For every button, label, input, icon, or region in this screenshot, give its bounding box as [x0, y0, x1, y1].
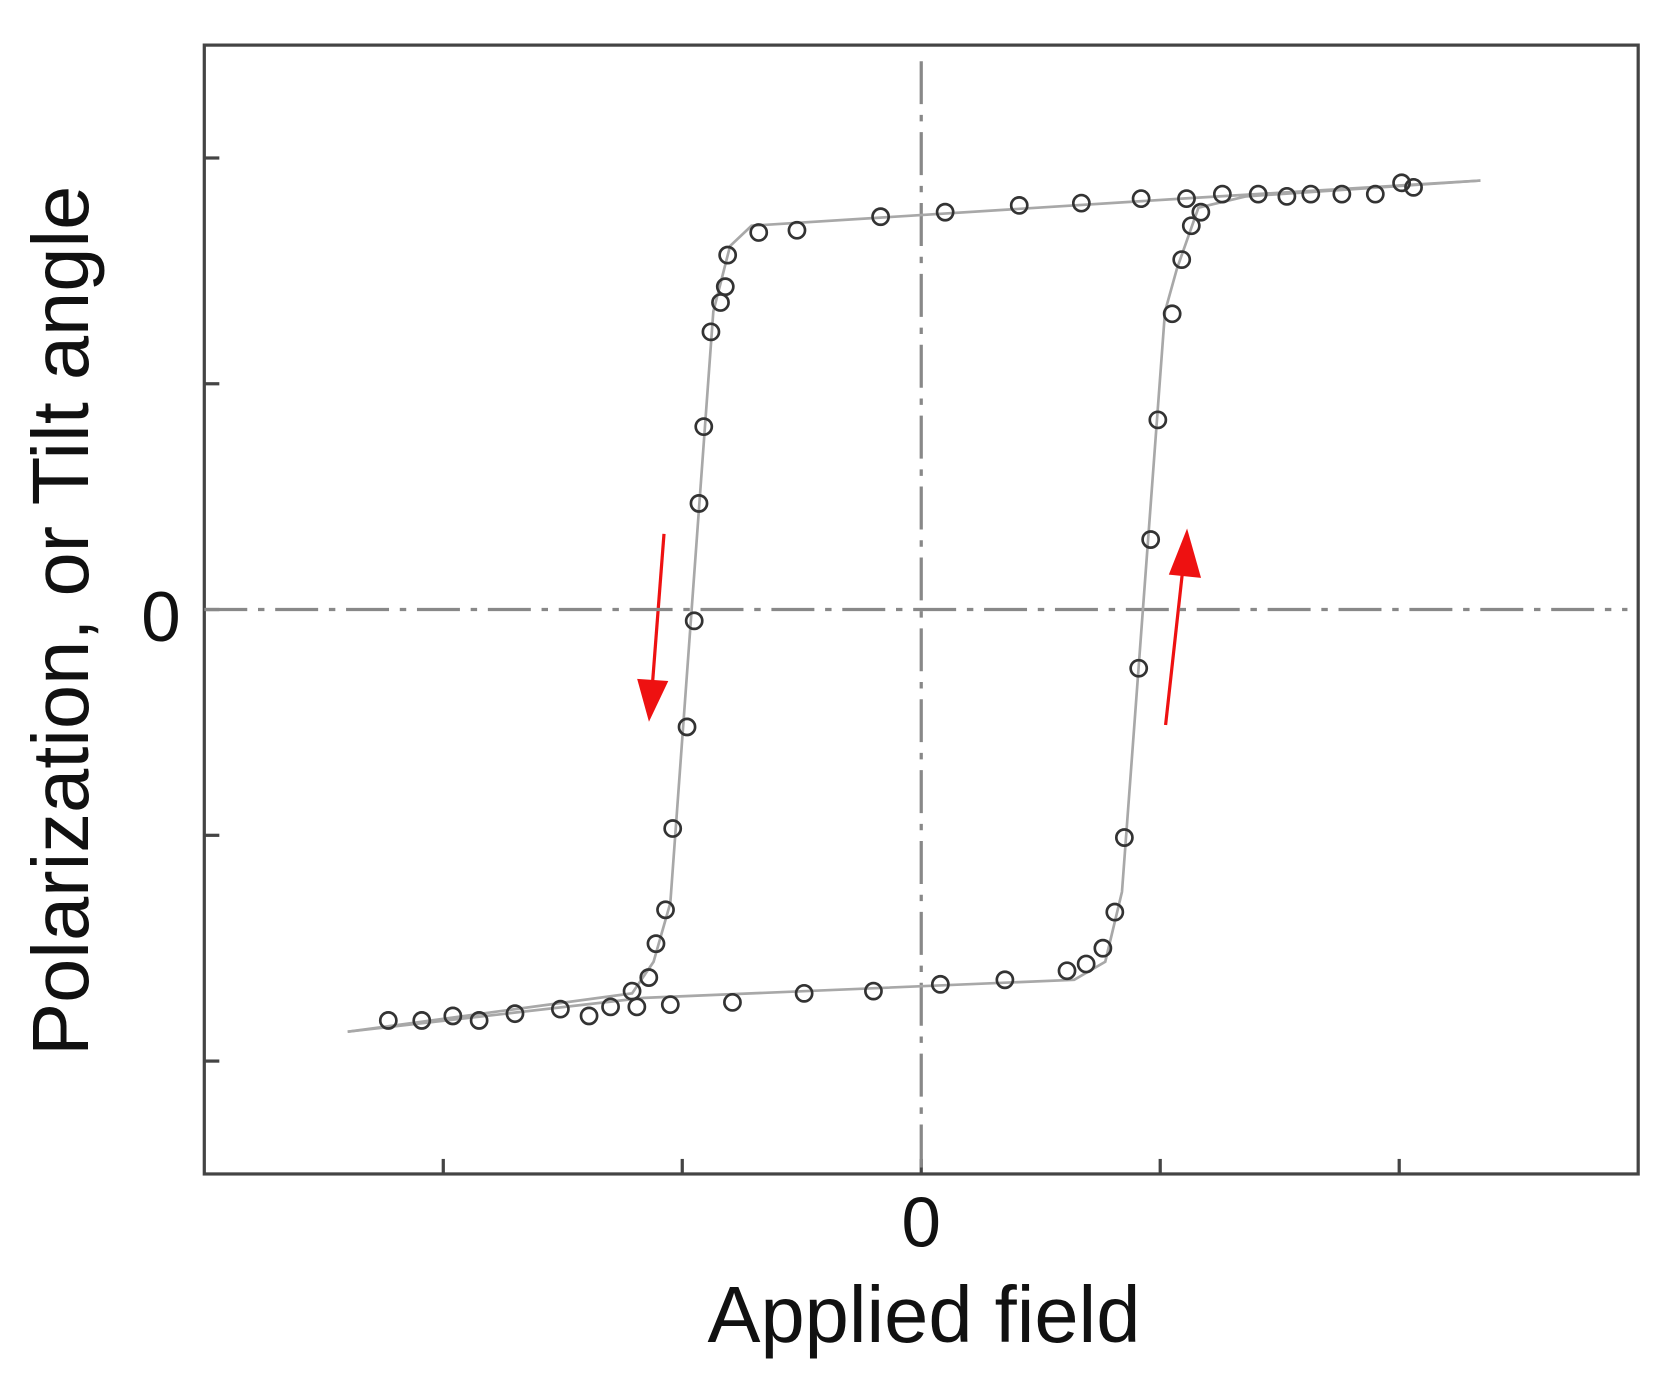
data-point: [469, 1011, 489, 1030]
data-point: [1057, 961, 1077, 981]
data-point: [1076, 954, 1096, 974]
data-point: [1071, 193, 1091, 213]
data-point: [622, 981, 642, 1001]
fit-line: [347, 179, 1481, 1034]
data-point: [723, 992, 742, 1012]
data-point: [864, 981, 883, 1001]
arrow-up: [1163, 569, 1185, 726]
data-point: [412, 1011, 432, 1030]
data-point: [579, 1006, 599, 1026]
data-point: [1191, 202, 1211, 222]
data-point: [694, 417, 714, 437]
data-point: [871, 207, 891, 227]
data-point: [639, 968, 659, 987]
data-point: [663, 819, 683, 838]
y-axis-title: Polarization, or Tilt angle: [16, 186, 105, 1056]
data-point: [1148, 410, 1168, 430]
x-axis-title: Applied field: [707, 1270, 1140, 1359]
data-point: [1404, 177, 1423, 197]
data-point: [1181, 216, 1201, 236]
x-tick-label: 0: [902, 1183, 941, 1262]
fit-line: [347, 179, 1481, 1034]
data-point: [1172, 250, 1192, 269]
data-point: [1129, 658, 1149, 678]
data-point: [935, 202, 955, 222]
data-point: [794, 983, 814, 1003]
data-point: [1105, 902, 1125, 922]
data-point: [1392, 173, 1411, 193]
data-point: [930, 974, 950, 994]
data-point: [684, 611, 704, 631]
data-point: [1365, 184, 1385, 204]
arrow-down-head: [637, 678, 669, 722]
data-point: [550, 999, 570, 1019]
data-point: [443, 1006, 463, 1026]
data-point: [1212, 184, 1232, 204]
data-point: [749, 223, 769, 242]
data-point: [677, 717, 697, 737]
data-point: [1093, 938, 1113, 958]
data-point: [787, 220, 807, 240]
data-point: [1131, 189, 1151, 209]
data-point: [1332, 184, 1352, 204]
data-point: [601, 997, 620, 1017]
data-point: [701, 322, 721, 342]
data-point: [711, 293, 730, 312]
data-point: [718, 245, 738, 265]
y-tick-label: 0: [141, 578, 180, 657]
data-point: [1009, 196, 1029, 215]
data-point: [1162, 304, 1182, 324]
data-point: [505, 1004, 525, 1024]
data-point: [1177, 189, 1196, 209]
data-point: [646, 934, 666, 954]
data-point: [1277, 186, 1297, 206]
data-point: [660, 995, 680, 1015]
data-point: [378, 1011, 398, 1030]
data-point: [656, 900, 675, 920]
data-point: [1141, 530, 1161, 549]
data-point: [689, 494, 709, 513]
data-point: [627, 997, 647, 1017]
data-point: [995, 970, 1015, 990]
data-point: [1114, 828, 1134, 847]
data-point: [1248, 184, 1268, 204]
arrow-up-head: [1168, 528, 1202, 578]
data-point: [1301, 184, 1321, 204]
